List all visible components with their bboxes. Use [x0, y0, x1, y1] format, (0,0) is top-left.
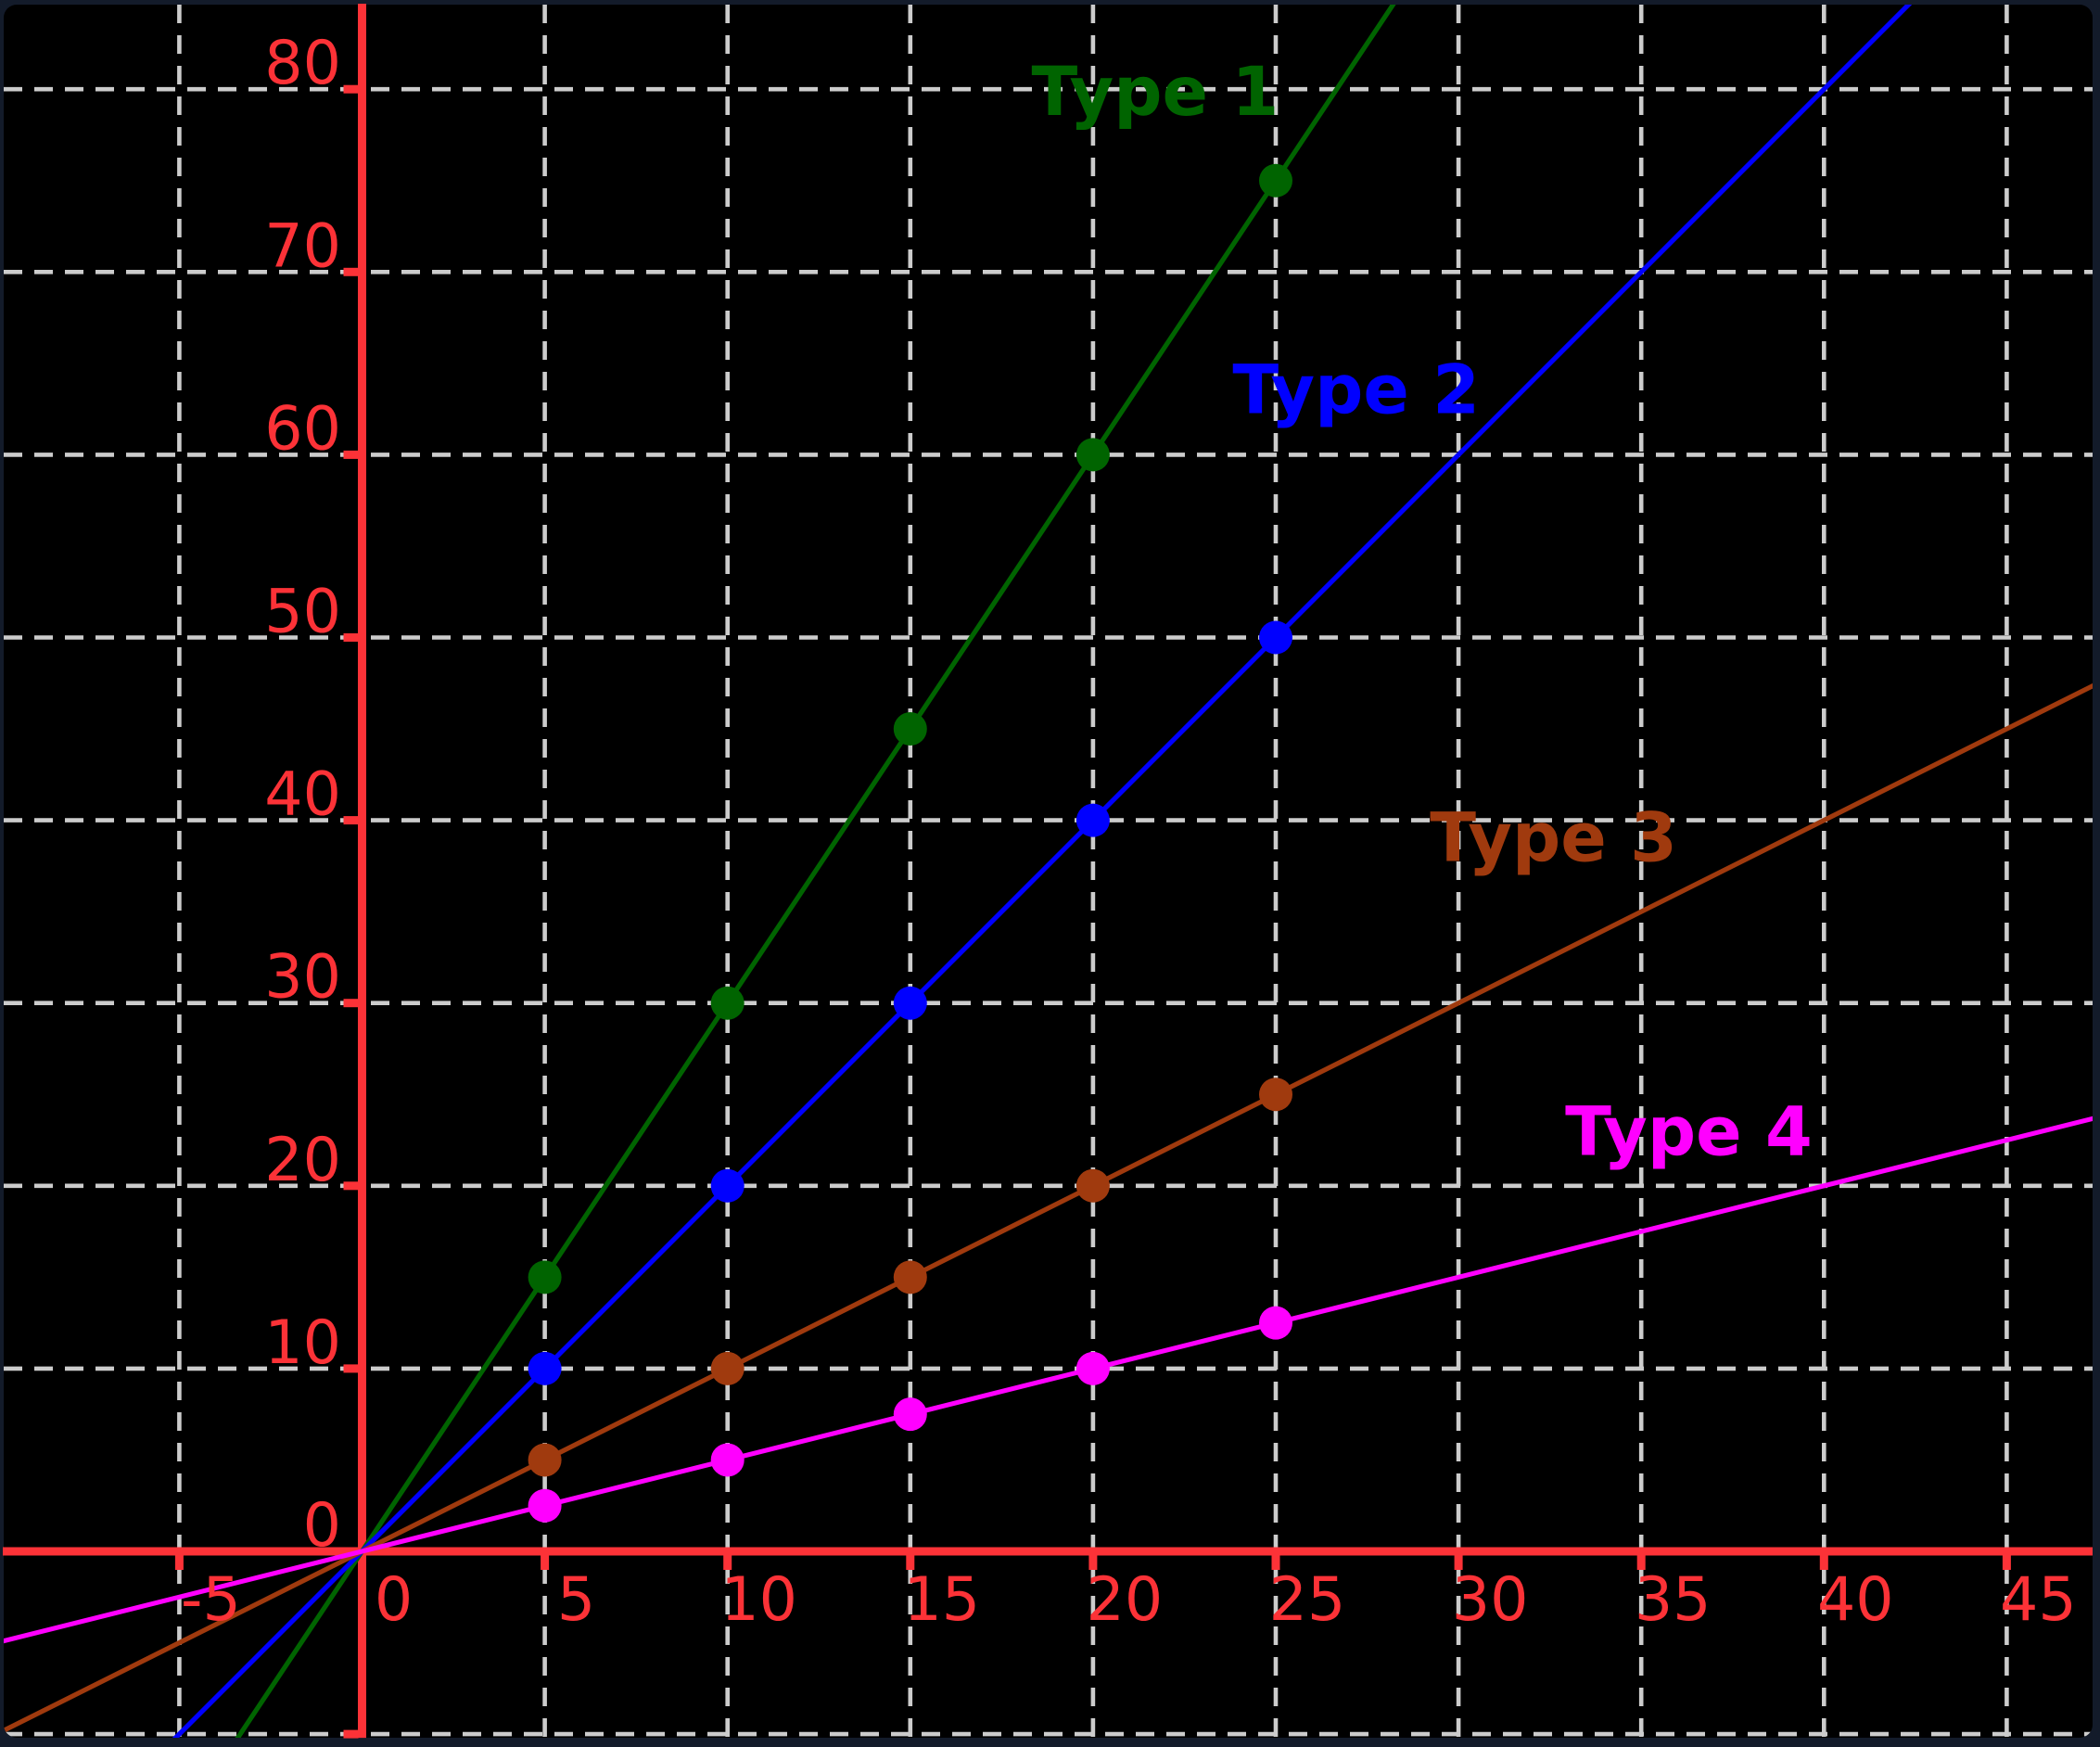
y-tick-label-10: 10: [264, 1308, 341, 1378]
data-point-type-3-x5: [528, 1443, 562, 1477]
data-point-type-1-x10: [710, 986, 745, 1020]
data-point-type-1-x20: [1075, 438, 1110, 472]
series-type-3: [4, 660, 2093, 1738]
series-label-type-3: Type 3: [1430, 798, 1677, 877]
series-label-type-4: Type 4: [1565, 1093, 1813, 1172]
data-point-type-3-x20: [1075, 1168, 1110, 1203]
series-label-type-2: Type 2: [1232, 351, 1480, 429]
x-tick-label-30: 30: [1452, 1565, 1529, 1635]
data-point-type-2-x25: [1259, 620, 1292, 655]
data-point-type-2-x15: [893, 986, 927, 1020]
data-point-type-4-x10: [710, 1443, 745, 1477]
series-type-4: [4, 1104, 2093, 1652]
data-point-type-4-x25: [1259, 1306, 1292, 1340]
y-tick-label-0: 0: [303, 1491, 341, 1561]
data-point-type-3-x10: [710, 1351, 745, 1385]
data-point-type-2-x10: [710, 1168, 745, 1203]
data-point-type-3-x15: [893, 1260, 927, 1294]
data-point-type-4-x5: [528, 1488, 562, 1523]
y-tick-label-60: 60: [264, 394, 341, 464]
x-tick-label-25: 25: [1269, 1565, 1346, 1635]
x-tick-label-35: 35: [1635, 1565, 1712, 1635]
x-tick-label-40: 40: [1817, 1565, 1894, 1635]
tick-labels-group: -5 0 5 10 15 20 25 30 35 40 45 0 10 20 30 40 50 60 70 80: [181, 29, 2077, 1635]
y-tick-label-40: 40: [264, 760, 341, 830]
y-tick-label-20: 20: [264, 1126, 341, 1195]
y-tick-label-50: 50: [264, 578, 341, 647]
axes-group: [3, 4, 2093, 1739]
y-tick-label-80: 80: [264, 29, 341, 98]
x-tick-label-5: 5: [557, 1565, 595, 1635]
data-point-type-1-x15: [893, 712, 927, 746]
series-label-type-1: Type 1: [1032, 53, 1279, 132]
data-point-type-1-x25: [1259, 163, 1292, 198]
x-tick-label-45: 45: [2000, 1565, 2077, 1635]
x-tick-label-20: 20: [1087, 1565, 1164, 1635]
data-point-type-1-x5: [528, 1260, 562, 1294]
series-line-type-3: [4, 660, 2093, 1738]
data-point-type-4-x15: [893, 1397, 927, 1432]
series-line-type-4: [4, 1104, 2093, 1652]
x-tick-label-0: 0: [375, 1565, 413, 1635]
data-point-type-2-x5: [528, 1351, 562, 1385]
y-tick-label-30: 30: [264, 943, 341, 1013]
data-point-type-3-x25: [1259, 1078, 1292, 1112]
x-tick-label-15: 15: [903, 1565, 980, 1635]
x-tick-label-10: 10: [720, 1565, 797, 1635]
data-point-type-2-x20: [1075, 803, 1110, 837]
data-point-type-4-x20: [1075, 1351, 1110, 1385]
y-tick-label-70: 70: [264, 211, 341, 281]
x-tick-label--5: -5: [181, 1565, 241, 1635]
